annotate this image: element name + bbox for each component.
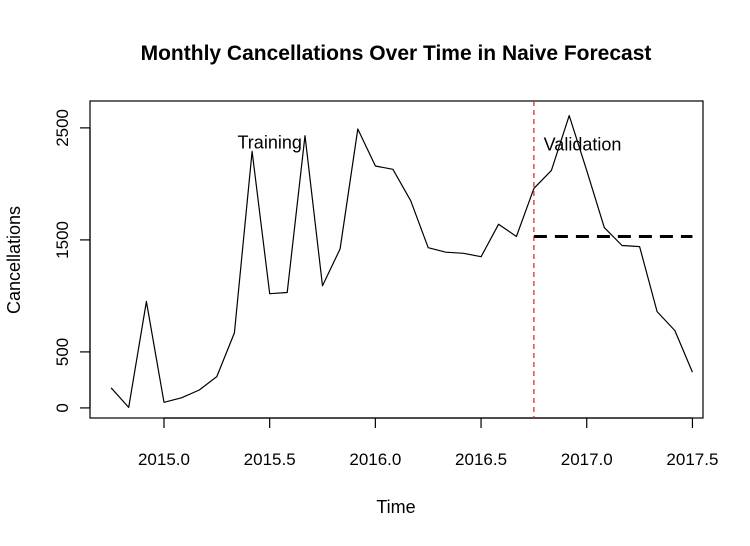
y-tick-label: 2500	[53, 109, 72, 147]
annotation-layer: Training Validation	[237, 132, 621, 154]
y-tick-label: 0	[53, 403, 72, 412]
cancellations-line	[110, 114, 693, 408]
series-layer	[110, 101, 693, 418]
x-tick-label: 2016.0	[349, 450, 401, 469]
x-axis-label: Time	[376, 497, 415, 517]
y-tick-label: 500	[53, 338, 72, 366]
x-tick-label: 2015.5	[244, 450, 296, 469]
x-tick-label: 2016.5	[455, 450, 507, 469]
y-axis: 0 500 1500 2500	[53, 109, 91, 413]
x-tick-label: 2017.0	[561, 450, 613, 469]
annotation-label: Training	[237, 132, 301, 152]
x-tick-label: 2017.5	[666, 450, 718, 469]
chart-title: Monthly Cancellations Over Time in Naive…	[141, 42, 652, 65]
x-axis: 2015.0 2015.5 2016.0 2016.5 2017.0 2017.5	[138, 417, 718, 469]
y-tick-label: 1500	[53, 221, 72, 259]
y-axis-label: Cancellations	[4, 206, 24, 314]
x-tick-label: 2015.0	[138, 450, 190, 469]
annotation-label: Validation	[544, 135, 622, 155]
